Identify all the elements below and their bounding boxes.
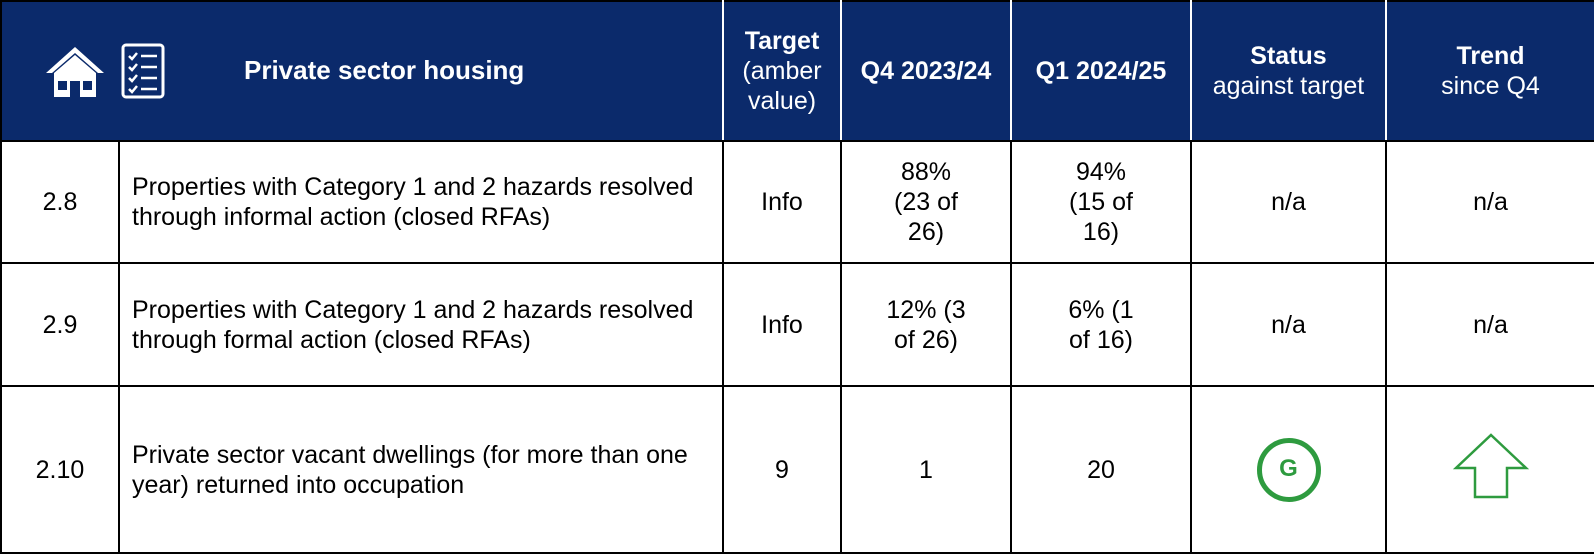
- cell-text: 94% (15 of 16): [1069, 158, 1133, 246]
- table-cell: Properties with Category 1 and 2 hazards…: [118, 262, 724, 387]
- cell-text: Properties with Category 1 and 2 hazards…: [132, 295, 694, 354]
- table-cell: 2.10: [0, 385, 120, 554]
- column-header: Target (amber value): [722, 0, 842, 142]
- table-cell: Private sector vacant dwellings (for mor…: [118, 385, 724, 554]
- cell-text: Info: [761, 310, 803, 339]
- column-header-bold: Target: [744, 27, 820, 55]
- table-cell: Info: [722, 140, 842, 264]
- table-row: 2.9 Properties with Category 1 and 2 haza…: [0, 262, 1594, 387]
- column-header-bold: Status: [1250, 42, 1327, 70]
- table-cell: 20: [1010, 385, 1192, 554]
- cell-text: 12% (3 of 26): [886, 295, 966, 354]
- column-header: Trend since Q4: [1385, 0, 1594, 142]
- cell-text: 2.8: [42, 188, 78, 216]
- column-header-bold: Q4 2023/24: [860, 57, 992, 85]
- table-cell: n/a: [1190, 140, 1387, 264]
- house-icon: [46, 47, 104, 97]
- table-cell: 94% (15 of 16): [1010, 140, 1192, 264]
- cell-text: Properties with Category 1 and 2 hazards…: [132, 173, 694, 231]
- cell-text: 20: [1087, 455, 1115, 484]
- table-cell: G: [1190, 385, 1387, 554]
- table-cell: 9: [722, 385, 842, 554]
- cell-text: 88% (23 of 26): [894, 158, 958, 246]
- column-header-sub: (amber value): [742, 57, 822, 115]
- cell-text: 9: [775, 455, 789, 484]
- table-cell: Info: [722, 262, 842, 387]
- header-row: Private sector housing Target (amber valu…: [0, 0, 1594, 142]
- table-cell: 2.8: [0, 140, 120, 264]
- column-header-sub: since Q4: [1441, 72, 1540, 100]
- status-badge: G: [1256, 437, 1321, 502]
- cell-text: 1: [919, 455, 933, 484]
- table-cell: n/a: [1385, 262, 1594, 387]
- cell-text: n/a: [1271, 310, 1306, 339]
- table-row: 2.10 Private sector vacant dwellings (for…: [0, 385, 1594, 554]
- column-header: Q4 2023/24: [840, 0, 1012, 142]
- table-cell: n/a: [1190, 262, 1387, 387]
- cell-text: Info: [761, 188, 803, 216]
- table-cell: Properties with Category 1 and 2 hazards…: [118, 140, 724, 264]
- cell-text: Private sector vacant dwellings (for mor…: [132, 440, 688, 499]
- table-cell: 6% (1 of 16): [1010, 262, 1192, 387]
- column-header-bold: Trend: [1456, 42, 1525, 70]
- table-cell: [1385, 385, 1594, 554]
- cell-text: n/a: [1473, 310, 1508, 339]
- column-header-bold: Q1 2024/25: [1035, 57, 1167, 85]
- table-cell: 12% (3 of 26): [840, 262, 1012, 387]
- icons: [44, 42, 204, 100]
- table-title: Private sector housing: [244, 55, 525, 86]
- table-cell: 2.9: [0, 262, 120, 387]
- title-cell: Private sector housing: [0, 0, 724, 142]
- column-header: Status against target: [1190, 0, 1387, 142]
- cell-text: n/a: [1271, 188, 1306, 216]
- table-cell: 1: [840, 385, 1012, 554]
- cell-text: 6% (1 of 16): [1068, 295, 1134, 354]
- cell-text: 2.10: [35, 455, 85, 484]
- column-header: Q1 2024/25: [1010, 0, 1192, 142]
- trend-up-arrow: [1452, 433, 1529, 499]
- table-cell: n/a: [1385, 140, 1594, 264]
- table-row: 2.8 Properties with Category 1 and 2 haza…: [0, 140, 1594, 264]
- checklist-icon: [121, 43, 165, 99]
- column-header-sub: against target: [1212, 72, 1365, 100]
- table-cell: 88% (23 of 26): [840, 140, 1012, 264]
- cell-text: 2.9: [42, 310, 78, 339]
- cell-text: n/a: [1473, 188, 1508, 216]
